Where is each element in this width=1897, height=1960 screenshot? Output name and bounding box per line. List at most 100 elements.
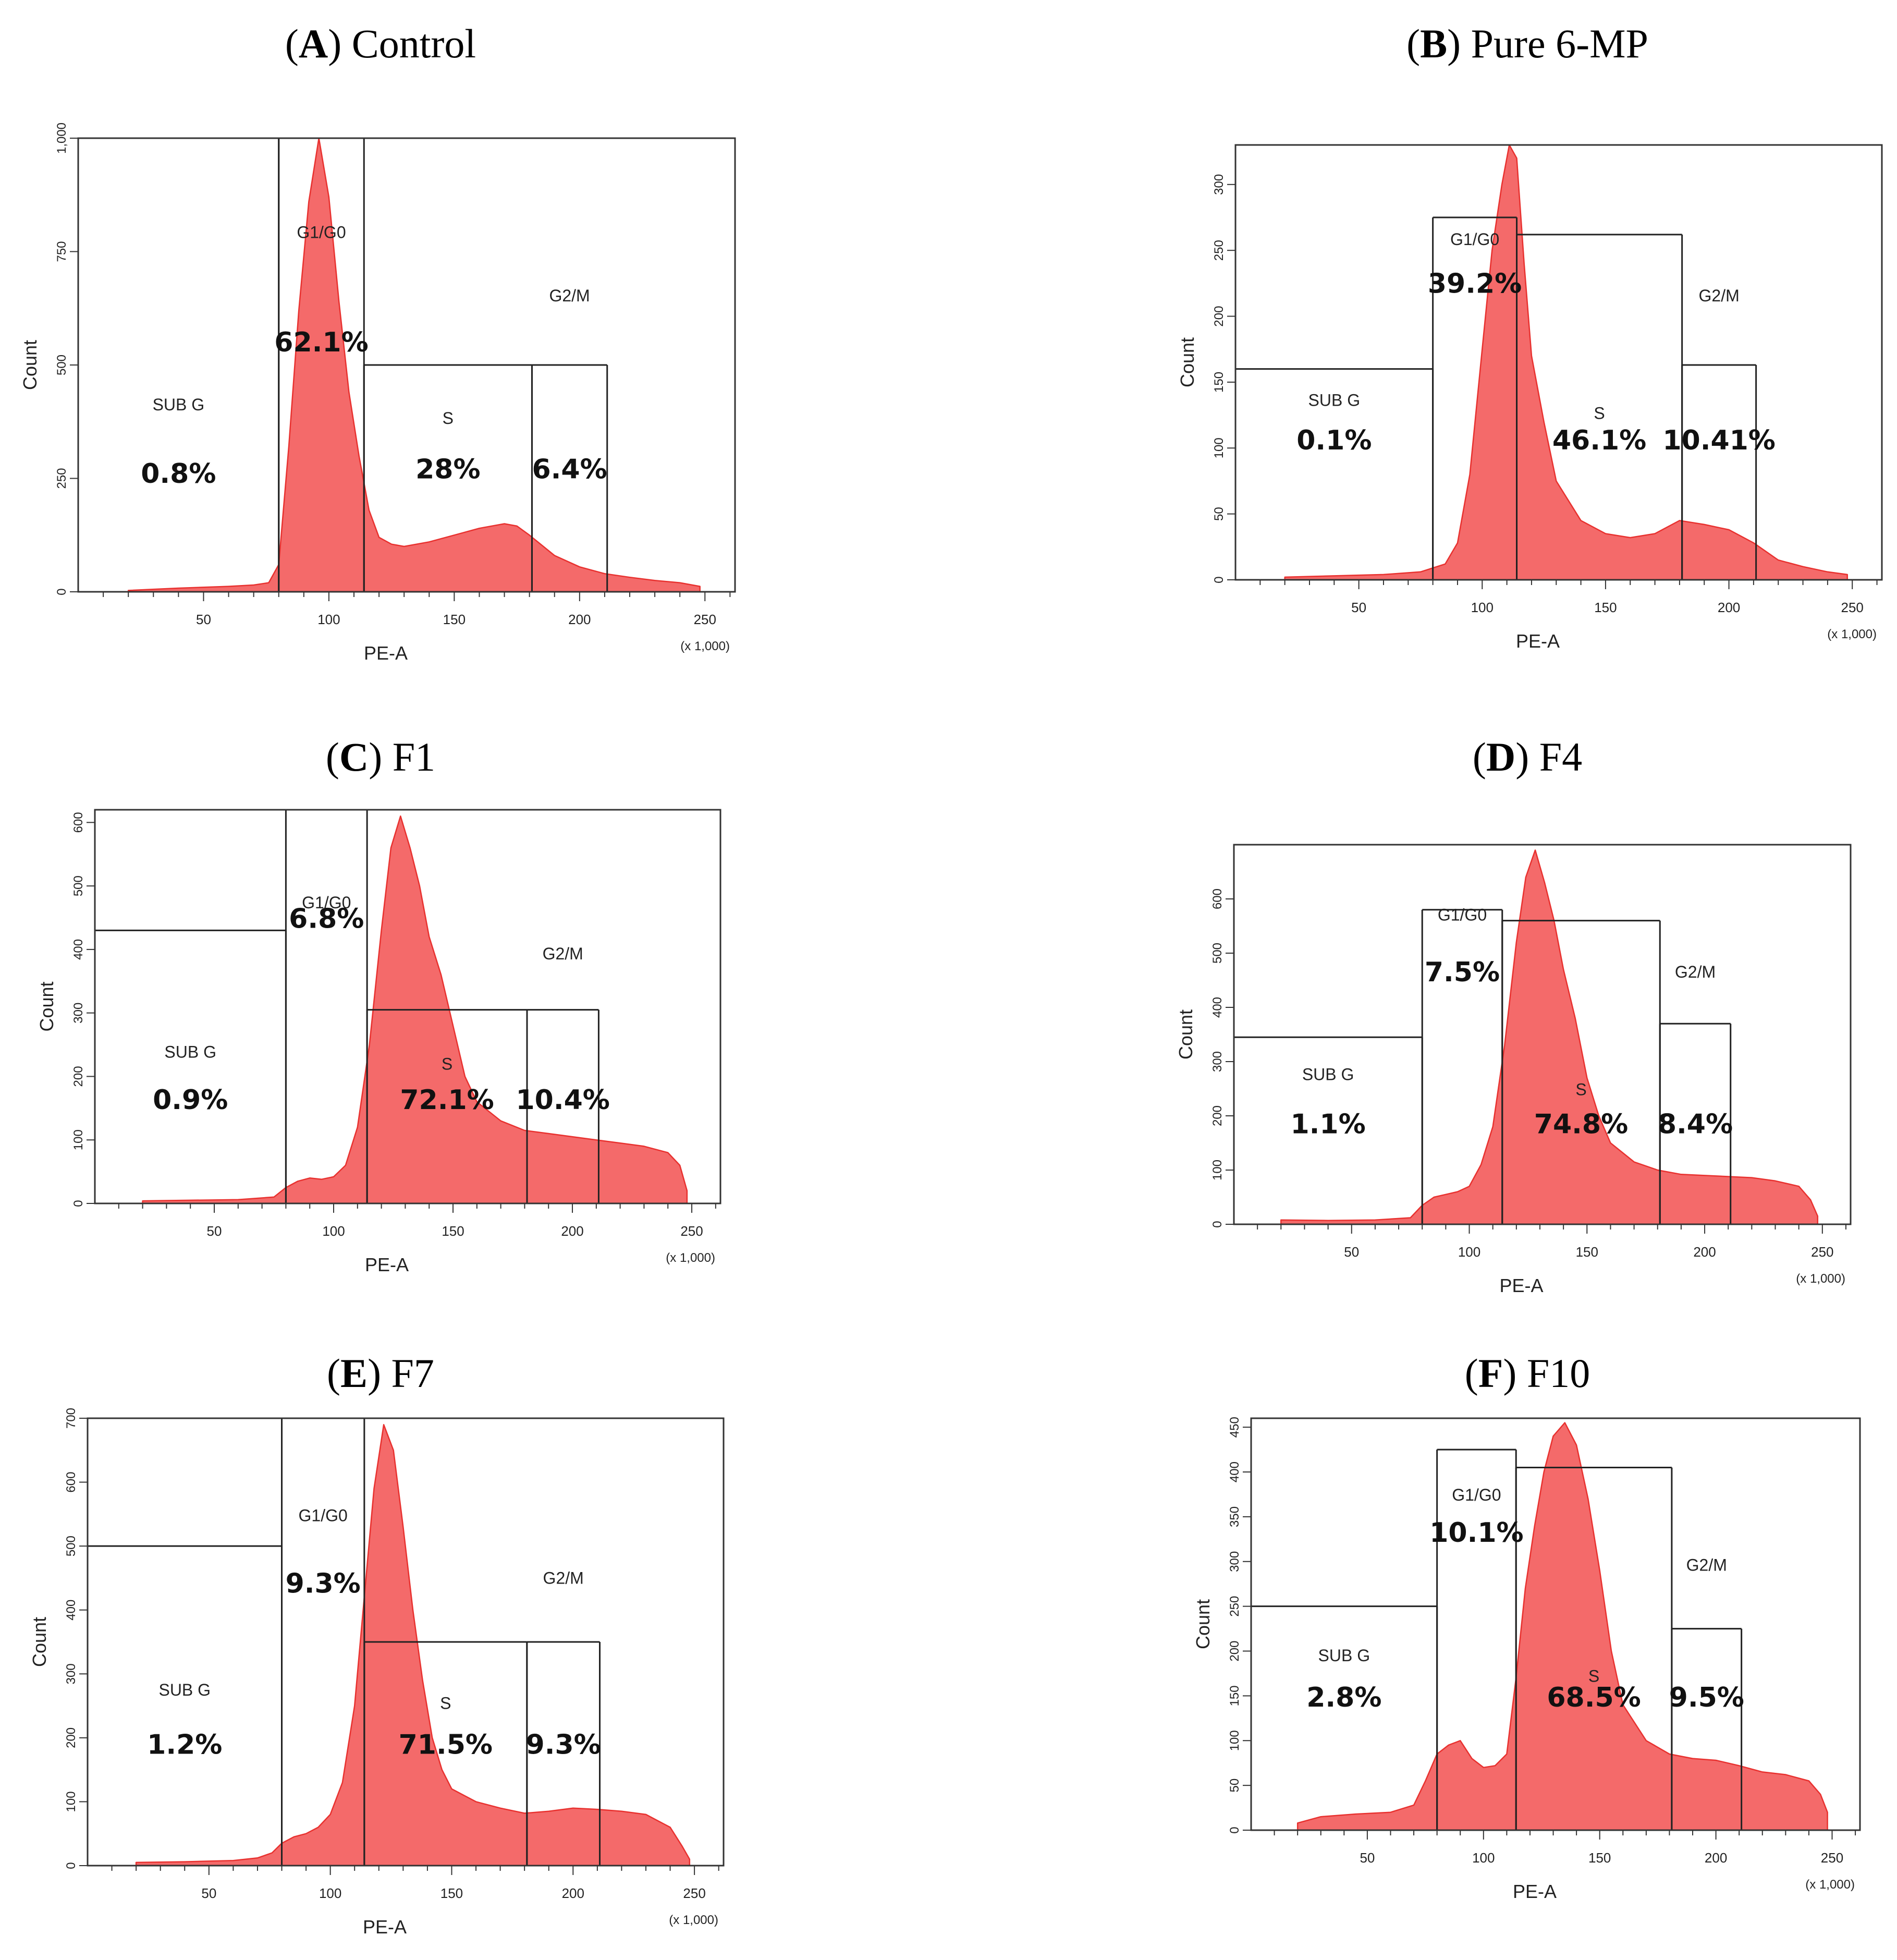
x-tick-label: 250 <box>1811 1244 1833 1260</box>
y-tick-label: 200 <box>71 1066 85 1087</box>
x-tick-label: 50 <box>1344 1244 1359 1260</box>
panel-name: F1 <box>393 734 435 780</box>
panel-letter: E <box>340 1350 368 1396</box>
y-tick-label: 150 <box>1212 372 1226 393</box>
gate-label: SUB G <box>1302 1065 1354 1084</box>
gate-label: S <box>443 409 454 428</box>
gate-percent: 6.8% <box>289 904 364 935</box>
y-tick-label: 300 <box>64 1663 78 1684</box>
y-axis-label: Count <box>1177 337 1198 387</box>
x-tick-label: 150 <box>1576 1244 1598 1260</box>
y-tick-label: 200 <box>1210 1105 1225 1126</box>
panel-title: (B) Pure 6-MP <box>1406 21 1648 66</box>
x-tick-label: 200 <box>568 612 591 627</box>
panel-letter: D <box>1486 734 1515 780</box>
panel-name: F10 <box>1527 1350 1590 1396</box>
x-tick-label: 100 <box>1458 1244 1480 1260</box>
y-tick-label: 600 <box>1210 888 1225 909</box>
y-axis-label: Count <box>1192 1599 1214 1649</box>
gate-label: G2/M <box>1675 963 1716 981</box>
panel-title-open-paren: ( <box>1473 734 1486 780</box>
gate-percent: 10.41% <box>1662 425 1776 456</box>
y-tick-label: 250 <box>55 468 69 489</box>
y-tick-label: 750 <box>55 241 69 262</box>
y-axis-label: Count <box>19 340 41 390</box>
panel-title-close-paren: ) <box>1447 21 1471 66</box>
x-scale-note: (x 1,000) <box>1796 1272 1845 1286</box>
y-tick-label: 0 <box>1228 1827 1242 1833</box>
panel-title-close-paren: ) <box>1515 734 1539 780</box>
gate-label: G2/M <box>543 944 583 963</box>
panel-title: (F) F10 <box>1465 1350 1590 1396</box>
plot-frame <box>1233 844 1852 1225</box>
panel-title: (E) F7 <box>327 1350 434 1396</box>
gate-percent: 71.5% <box>399 1730 493 1761</box>
gate-percent: 1.2% <box>147 1730 222 1761</box>
gate-label: SUB G <box>153 395 205 414</box>
x-tick-label: 150 <box>443 612 466 627</box>
y-tick-label: 600 <box>64 1472 78 1493</box>
panel-e: (E) F7 SUB G 1.2% G1/G0 9.3% S 71.5% G2/M 9.3% 50… <box>29 1350 725 1938</box>
y-tick-label: 0 <box>64 1862 78 1869</box>
panel-title-open-paren: ( <box>1465 1350 1478 1396</box>
panel-f: (F) F10 SUB G 2.8% G1/G0 10.1% S68.5% G2/M 9.5%… <box>1192 1350 1861 1902</box>
x-tick-label: 250 <box>680 1223 703 1239</box>
y-tick-label: 400 <box>1228 1462 1242 1482</box>
y-tick-label: 300 <box>71 1003 85 1024</box>
x-tick-label: 50 <box>1360 1850 1375 1866</box>
gate-label: G2/M <box>543 1568 584 1587</box>
y-tick-label: 300 <box>1210 1051 1225 1072</box>
y-tick-label: 100 <box>64 1791 78 1812</box>
y-tick-label: 100 <box>1210 1160 1225 1180</box>
panel-c: (C) F1 SUB G 0.9% G1/G06.8% S 72.1% G2/M 10.4% 5… <box>36 734 721 1275</box>
x-tick-label: 200 <box>562 1885 584 1901</box>
x-tick-label: 50 <box>1351 600 1366 615</box>
gate-percent: 0.9% <box>153 1085 228 1116</box>
gate-label: G1/G0 <box>299 1506 348 1525</box>
y-tick-label: 700 <box>64 1408 78 1429</box>
y-tick-label: 100 <box>1228 1730 1242 1751</box>
y-tick-label: 0 <box>1212 576 1226 583</box>
gate-label: SUB G <box>158 1681 211 1699</box>
gate-label: S <box>1575 1080 1586 1099</box>
y-tick-label: 250 <box>1212 240 1226 261</box>
panel-name: Control <box>352 21 476 66</box>
gate-label: S <box>1594 404 1605 422</box>
y-tick-label: 200 <box>1212 306 1226 327</box>
gate-percent: 72.1% <box>400 1085 494 1116</box>
y-tick-label: 500 <box>55 355 69 375</box>
gate-label: G2/M <box>549 286 590 305</box>
gate-label: SUB G <box>164 1043 216 1062</box>
gate-label: SUB G <box>1318 1646 1370 1665</box>
panel-title-close-paren: ) <box>369 734 392 780</box>
gate-percent: 8.4% <box>1658 1109 1733 1140</box>
panel-name: F4 <box>1539 734 1582 780</box>
x-tick-label: 200 <box>1693 1244 1716 1260</box>
gate-label: G1/G0 <box>1450 230 1499 249</box>
x-tick-label: 200 <box>561 1223 583 1239</box>
panel-letter: B <box>1420 21 1447 66</box>
x-axis-label: PE-A <box>1499 1275 1543 1296</box>
gate-percent: 9.3% <box>286 1568 361 1600</box>
gate-label: S <box>1588 1667 1599 1686</box>
gate-percent: 39.2% <box>1428 269 1522 300</box>
y-tick-label: 500 <box>1210 943 1225 964</box>
histogram-area <box>127 137 701 593</box>
gate-label: G1/G0 <box>1452 1486 1501 1504</box>
panel-name: Pure 6-MP <box>1471 21 1648 66</box>
gate-percent: 62.1% <box>274 327 368 358</box>
gate-label: SUB G <box>1308 391 1361 409</box>
x-tick-label: 150 <box>442 1223 464 1239</box>
y-tick-label: 300 <box>1212 174 1226 195</box>
panel-letter: F <box>1478 1350 1503 1396</box>
x-tick-label: 100 <box>1471 600 1494 615</box>
panel-title-close-paren: ) <box>368 1350 391 1396</box>
x-tick-label: 200 <box>1705 1850 1727 1866</box>
x-tick-label: 50 <box>201 1885 216 1901</box>
y-tick-label: 500 <box>64 1536 78 1556</box>
y-tick-label: 250 <box>1228 1596 1242 1617</box>
panel-b: (B) Pure 6-MP SUB G 0.1% G1/G0 39.2% S 46.1% G2… <box>1177 21 1883 652</box>
gate-percent: 9.3% <box>526 1730 601 1761</box>
gate-label: S <box>440 1694 451 1713</box>
